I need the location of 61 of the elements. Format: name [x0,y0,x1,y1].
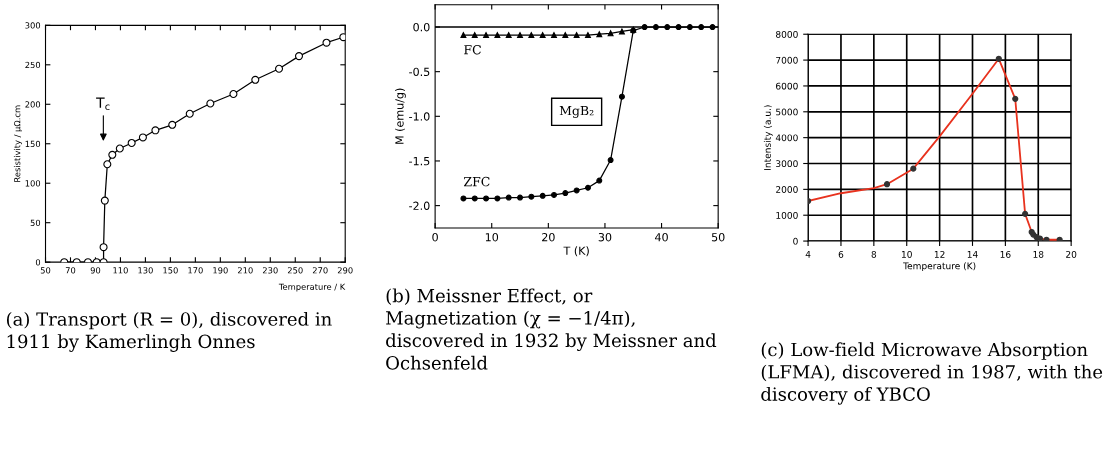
x-tick-label: 4 [805,251,811,258]
x-tick-label: 250 [287,267,303,274]
series-label: ZFC [463,176,490,187]
y-tick-label: 2000 [776,186,798,193]
x-axis-title: Temperature (K) [903,262,976,272]
text: (c) Low-field Microwave Absorption (LFMA), discovered in 1987, with the discovery of YBCO [761,342,1103,405]
series-label: FC [464,44,481,55]
y-tick-label: 0.0 [413,22,430,32]
x-axis-title: Temperature / K [278,283,346,292]
y-tick-label: 100 [25,180,41,187]
x-tick-label: 16 [1000,250,1011,258]
x-tick-label: 20 [542,232,555,242]
y-tick-label: 150 [25,140,41,148]
y-tick-label: 250 [25,61,41,69]
x-tick-label: 110 [113,267,128,274]
y-axis-title: Resistivity / μΩ.cm [13,105,22,182]
y-tick-label: 3000 [776,160,798,168]
x-tick-label: 40 [655,232,668,242]
y-tick-label: 300 [25,22,41,29]
y-tick-label: -0.5 [409,67,430,77]
x-tick-label: 270 [312,267,328,274]
x-tick-label: 150 [163,267,178,274]
x-tick-label: 230 [262,267,278,274]
x-tick-label: 0 [432,232,438,242]
x-tick-label: 6 [838,250,844,258]
x-tick-label: 10 [485,232,499,242]
x-tick-label: 8 [871,250,877,258]
y-tick-label: 1000 [776,211,798,219]
x-tick-label: 50 [40,267,51,274]
x-tick-label: 210 [237,267,253,274]
x-tick-label: 18 [1033,250,1044,258]
text: (b) Meissner Effect, or Magnetization (χ = −1/4π), discovered in 1932 by Meissner and Ochsenfeld [386,288,717,370]
x-tick-label: 50 [711,232,725,242]
x-tick-label: 20 [1066,250,1077,258]
y-tick-label: 7000 [776,56,798,64]
y-tick-label: 5000 [776,108,798,116]
text: (a) Transport (R = 0), discovered in 1911 by Kamerlingh Onnes [6,311,332,352]
y-tick-label: -1.0 [409,112,430,121]
y-tick-label: 4000 [775,134,798,142]
y-axis-title: M (emu/g) [395,88,406,144]
y-tick-label: 200 [25,101,41,108]
y-tick-label: 6000 [776,82,798,90]
x-tick-label: 10 [901,250,912,258]
x-tick-label: 190 [213,267,228,274]
x-axis-title: T (K) [563,246,589,257]
annotation: MgB₂ [559,106,594,118]
x-tick-label: 30 [598,232,612,242]
y-tick-label: 0 [35,259,41,266]
y-axis-title: Intensity (a.u.) [763,105,773,170]
x-tick-label: 12 [934,250,945,258]
x-tick-label: 130 [138,267,153,274]
x-tick-label: 14 [967,251,978,258]
y-tick-label: 50 [30,219,41,226]
x-tick-label: 90 [90,267,101,274]
y-tick-label: -1.5 [409,157,430,166]
x-tick-label: 170 [188,267,203,274]
annotation: T$_{c}$ [96,97,110,111]
x-tick-label: 70 [65,267,76,274]
y-tick-label: 8000 [775,30,798,38]
x-tick-label: 290 [337,267,353,274]
y-tick-label: -2.0 [409,201,430,210]
